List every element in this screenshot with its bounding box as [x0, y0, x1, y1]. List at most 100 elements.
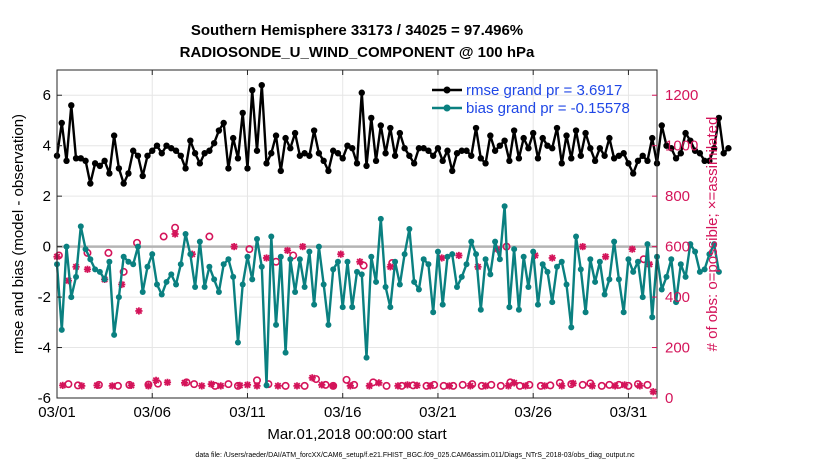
rmse-point-43 [258, 81, 265, 89]
bias-point-107 [563, 281, 570, 288]
bias-point-21 [154, 281, 160, 288]
assimilated-obs-marker-46 [466, 382, 474, 390]
bias-point-130 [673, 299, 680, 306]
rmse-point-28 [187, 137, 194, 144]
bias-point-127 [658, 286, 665, 293]
rmse-point-82 [444, 147, 451, 154]
possible-obs-marker-58 [605, 380, 614, 389]
assimilated-obs-marker-38 [386, 263, 394, 271]
rmse-point-10 [101, 157, 108, 165]
legend-rmse-marker [443, 86, 451, 94]
axis-ticks: 03/01 03/06 03/11 03/16 03/21 03/26 03/31 -6 -4 -… [38, 70, 698, 421]
rmse-point-49 [287, 145, 294, 152]
rmse-point-66 [368, 114, 375, 122]
rmse-point-73 [401, 145, 408, 152]
bias-point-69 [382, 283, 389, 290]
rmse-point-50 [291, 129, 299, 137]
bias-point-106 [558, 258, 565, 265]
rmse-point-141 [725, 145, 732, 152]
possible-obs-marker-15 [190, 380, 199, 389]
rmse-point-42 [253, 147, 261, 154]
bias-point-28 [187, 251, 194, 258]
rmse-point-39 [239, 109, 246, 117]
rmse-point-15 [125, 170, 132, 177]
y-tick-label-0: -6 [38, 390, 51, 407]
bias-point-42 [254, 236, 260, 243]
chart-title-line-1: Southern Hemisphere 33173 / 34025 = 97.4… [190, 22, 524, 39]
rmse-point-100 [529, 129, 537, 137]
bias-line [55, 204, 721, 387]
assimilated-obs-marker-28 [293, 382, 301, 390]
x-tick-label-5: 03/26 [514, 404, 552, 421]
rmse-point-21 [153, 142, 161, 149]
bias-point-133 [687, 241, 694, 248]
assimilated-obs-marker-21 [230, 243, 238, 251]
bias-point-104 [549, 299, 556, 306]
bias-point-40 [244, 253, 251, 260]
rmse-point-19 [144, 152, 151, 159]
rmse-point-87 [468, 152, 475, 159]
bias-point-96 [511, 246, 518, 253]
rmse-point-104 [549, 145, 556, 152]
possible-obs-marker-18 [224, 380, 233, 389]
bias-point-121 [630, 268, 637, 275]
rmse-point-53 [306, 152, 313, 159]
assimilated-obs-marker-61 [611, 382, 619, 390]
rmse-point-35 [220, 119, 227, 127]
rmse-point-122 [634, 157, 642, 165]
bias-point-61 [344, 258, 351, 265]
rmse-point-120 [625, 160, 632, 167]
y-tick-label-1: -4 [38, 340, 51, 357]
bias-point-54 [311, 301, 318, 308]
possible-obs-marker-30 [342, 375, 351, 384]
rmse-point-16 [129, 147, 137, 154]
rmse-point-77 [420, 145, 427, 152]
bias-point-87 [468, 238, 475, 245]
assimilated-obs-marker-35 [356, 258, 364, 266]
rmse-point-74 [406, 152, 413, 159]
bias-point-108 [568, 324, 575, 331]
assimilated-obs-marker-54 [541, 382, 549, 390]
rmse-point-23 [163, 142, 170, 149]
bias-point-32 [206, 263, 213, 270]
rmse-point-14 [120, 180, 127, 187]
bias-point-99 [525, 283, 532, 290]
bias-point-60 [339, 304, 346, 311]
possible-obs-marker-46 [496, 381, 505, 390]
bias-point-9 [96, 268, 103, 275]
bias-point-128 [663, 273, 670, 280]
bias-point-36 [225, 256, 232, 263]
assimilated-obs-marker-4 [78, 382, 86, 390]
bias-point-72 [396, 281, 403, 288]
bias-point-20 [149, 251, 156, 258]
rmse-point-81 [439, 157, 446, 165]
rmse-point-124 [644, 157, 651, 165]
y-tick-label-2: -2 [38, 289, 51, 306]
bias-point-59 [334, 258, 341, 265]
bias-point-88 [473, 251, 480, 258]
rmse-point-83 [449, 167, 456, 175]
x-tick-label-4: 03/21 [419, 404, 457, 421]
rmse-point-134 [691, 147, 699, 154]
rmse-point-34 [215, 127, 223, 134]
bias-point-129 [668, 256, 675, 263]
rmse-point-84 [453, 150, 461, 157]
rmse-point-57 [325, 167, 332, 175]
rmse-point-9 [96, 162, 104, 170]
rmse-point-51 [296, 152, 304, 159]
data-file-footnote: data file: /Users/raeder/DAI/ATM_forcXX/… [195, 452, 635, 459]
rmse-point-93 [496, 142, 504, 149]
assimilated-obs-marker-11 [135, 307, 143, 315]
legend: rmse grand pr = 3.6917 bias grand pr = -… [432, 82, 630, 117]
assimilated-obs-marker-42 [426, 382, 434, 390]
legend-bias-marker [443, 104, 451, 112]
bias-point-2 [63, 243, 70, 250]
bias-point-51 [296, 256, 303, 263]
bias-point-79 [430, 309, 437, 316]
bias-point-110 [577, 266, 584, 273]
rmse-point-31 [201, 150, 208, 157]
bias-point-30 [196, 238, 203, 245]
rmse-point-63 [353, 160, 361, 167]
rmse-point-129 [668, 145, 675, 152]
bias-point-43 [258, 263, 265, 270]
